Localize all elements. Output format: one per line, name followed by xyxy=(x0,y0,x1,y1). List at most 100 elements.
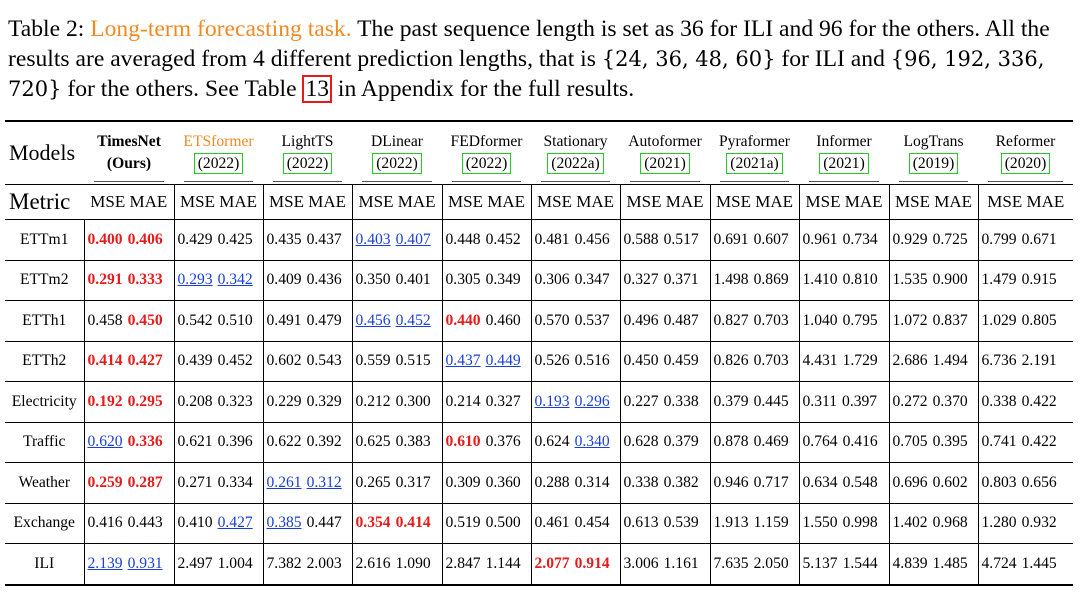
model-citation-link[interactable]: (2021) xyxy=(819,153,869,174)
mse-value: 0.491 xyxy=(266,311,302,329)
mae-value: 0.336 xyxy=(127,433,163,451)
mae-value: 0.314 xyxy=(574,473,610,491)
result-cell-pyraformer: 0.379 0.445 xyxy=(710,381,800,422)
model-header-informer: Informer (2021) xyxy=(799,121,889,185)
model-citation-link[interactable]: (2022a) xyxy=(547,153,604,174)
result-cell-dlinear: 0.354 0.414 xyxy=(352,503,443,544)
mse-value: 0.403 xyxy=(355,230,391,248)
model-citation-link[interactable]: (2022) xyxy=(282,153,333,174)
mse-value: 0.229 xyxy=(266,392,302,410)
mae-value: 0.931 xyxy=(127,554,163,572)
model-name: TimesNet xyxy=(97,133,161,150)
table-body: ETTm1 0.400 0.406 0.429 0.425 0.435 0.437 0.403… xyxy=(5,219,1073,585)
mse-value: 2.139 xyxy=(87,554,123,572)
metric-pair-pyraformer: MSE MAE xyxy=(710,184,800,220)
result-cell-reformer: 0.799 0.671 xyxy=(978,220,1073,261)
result-cell-timesnet: 0.192 0.295 xyxy=(83,381,175,422)
mae-value: 0.401 xyxy=(395,271,431,289)
model-header-fedformer: FEDformer (2022) xyxy=(442,121,531,185)
mse-value: 0.634 xyxy=(802,473,838,491)
mae-value: 0.837 xyxy=(932,311,968,329)
mse-value: 0.826 xyxy=(713,352,749,370)
mae-value: 0.548 xyxy=(842,473,878,491)
mae-value: 0.805 xyxy=(1021,311,1057,329)
mse-value: 0.410 xyxy=(177,514,213,532)
result-cell-logtrans: 0.705 0.395 xyxy=(889,422,979,463)
mae-value: 0.734 xyxy=(842,230,878,248)
model-name: LightTS xyxy=(281,133,334,150)
result-cell-autoformer: 0.628 0.379 xyxy=(620,422,711,463)
mse-value: 5.137 xyxy=(802,554,838,572)
mse-value: 0.803 xyxy=(981,473,1017,491)
metric-mae-label: MAE xyxy=(482,192,525,211)
table-row: ETTh2 0.414 0.427 0.439 0.452 0.602 0.543 0.559… xyxy=(5,341,1073,382)
result-cell-pyraformer: 0.826 0.703 xyxy=(710,341,800,382)
mse-value: 1.280 xyxy=(981,514,1017,532)
result-cell-etsformer: 0.293 0.342 xyxy=(174,260,264,301)
model-header-rule xyxy=(94,181,164,182)
result-cell-logtrans: 1.535 0.900 xyxy=(889,260,979,301)
mse-value: 0.691 xyxy=(713,230,749,248)
mse-value: 0.621 xyxy=(177,433,213,451)
mse-value: 0.929 xyxy=(892,230,928,248)
mse-value: 0.311 xyxy=(802,392,838,410)
model-citation-link[interactable]: (2022) xyxy=(372,153,422,174)
result-cell-dlinear: 2.616 1.090 xyxy=(352,543,443,585)
result-cell-reformer: 6.736 2.191 xyxy=(978,341,1073,382)
result-cell-etsformer: 0.271 0.334 xyxy=(174,462,264,503)
model-name: ETSformer xyxy=(183,133,254,150)
mse-value: 7.382 xyxy=(266,554,302,572)
mae-value: 1.090 xyxy=(395,554,431,572)
model-citation-link[interactable]: (2020) xyxy=(1000,153,1051,174)
mae-value: 0.469 xyxy=(753,433,789,451)
mae-value: 1.485 xyxy=(932,554,968,572)
mse-value: 0.620 xyxy=(87,433,123,451)
model-header-rule xyxy=(630,181,700,182)
result-cell-stationary: 0.306 0.347 xyxy=(531,260,621,301)
table-caption: Table 2: Long-term forecasting task. The… xyxy=(8,14,1074,104)
caption-prefix: Table 2: xyxy=(8,16,91,42)
result-cell-stationary: 0.526 0.516 xyxy=(531,341,621,382)
result-cell-pyraformer: 0.827 0.703 xyxy=(710,300,800,341)
model-citation-link[interactable]: (2019) xyxy=(908,153,959,174)
model-citation-link[interactable]: (2021) xyxy=(640,153,690,174)
mse-value: 1.029 xyxy=(981,311,1017,329)
mse-value: 0.305 xyxy=(445,271,481,289)
mae-value: 1.729 xyxy=(842,352,878,370)
result-cell-reformer: 4.724 1.445 xyxy=(978,544,1073,585)
result-cell-fedformer: 0.437 0.449 xyxy=(442,341,532,382)
mae-value: 0.717 xyxy=(753,473,789,491)
result-cell-informer: 1.040 0.795 xyxy=(799,300,890,341)
results-table: Models TimesNet (Ours) ETSformer (2022) Ligh… xyxy=(5,120,1073,586)
result-cell-fedformer: 0.305 0.349 xyxy=(442,260,532,301)
mae-value: 0.452 xyxy=(395,311,431,329)
mae-value: 0.392 xyxy=(306,433,342,451)
model-citation-link[interactable]: (2022) xyxy=(461,153,512,174)
model-header-stationary: Stationary (2022a) xyxy=(531,121,620,185)
mae-value: 0.437 xyxy=(306,230,342,248)
result-cell-lightts: 0.491 0.479 xyxy=(263,300,353,341)
mse-value: 2.686 xyxy=(892,352,928,370)
mse-value: 4.839 xyxy=(892,554,928,572)
result-cell-dlinear: 0.559 0.515 xyxy=(352,341,443,382)
model-citation-link[interactable]: (2022) xyxy=(193,153,244,174)
result-cell-stationary: 0.570 0.537 xyxy=(531,300,621,341)
mse-value: 0.570 xyxy=(534,311,570,329)
mae-value: 0.396 xyxy=(217,433,253,451)
mae-value: 0.347 xyxy=(574,271,610,289)
mae-value: 0.725 xyxy=(932,230,968,248)
metric-header-row: Metric MSE MAE MSE MAE MSE MAE MSE MAE MSE M… xyxy=(5,184,1073,220)
model-citation-link[interactable]: (2021a) xyxy=(726,153,783,174)
result-cell-logtrans: 1.072 0.837 xyxy=(889,300,979,341)
mse-value: 0.961 xyxy=(802,230,838,248)
mae-value: 0.516 xyxy=(574,352,610,370)
model-header-rule xyxy=(452,181,521,182)
result-cell-timesnet: 0.620 0.336 xyxy=(83,422,175,463)
result-cell-reformer: 1.029 0.805 xyxy=(978,301,1073,342)
mae-value: 1.544 xyxy=(842,554,878,572)
model-header-rule xyxy=(809,181,879,182)
mae-value: 0.340 xyxy=(574,433,610,451)
table-reference-link[interactable]: 13 xyxy=(302,75,333,103)
result-cell-informer: 0.634 0.548 xyxy=(799,462,890,503)
dataset-label: ILI xyxy=(34,554,55,572)
